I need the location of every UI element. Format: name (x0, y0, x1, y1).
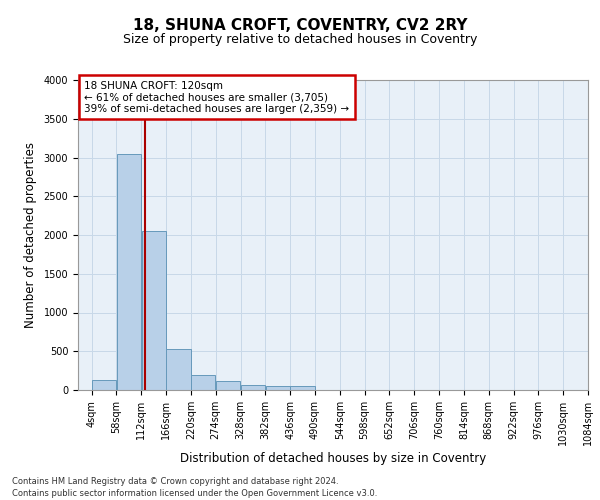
X-axis label: Distribution of detached houses by size in Coventry: Distribution of detached houses by size … (180, 452, 486, 465)
Text: Contains HM Land Registry data © Crown copyright and database right 2024.: Contains HM Land Registry data © Crown c… (12, 478, 338, 486)
Text: 18 SHUNA CROFT: 120sqm
← 61% of detached houses are smaller (3,705)
39% of semi-: 18 SHUNA CROFT: 120sqm ← 61% of detached… (84, 80, 349, 114)
Bar (166, 349, 191, 390)
Bar (117, 154, 141, 390)
Y-axis label: Number of detached properties: Number of detached properties (23, 142, 37, 328)
Bar (191, 374, 215, 390)
Bar (92, 380, 116, 390)
Bar (241, 386, 265, 390)
Text: 18, SHUNA CROFT, COVENTRY, CV2 2RY: 18, SHUNA CROFT, COVENTRY, CV2 2RY (133, 18, 467, 32)
Text: Contains public sector information licensed under the Open Government Licence v3: Contains public sector information licen… (12, 489, 377, 498)
Text: Size of property relative to detached houses in Coventry: Size of property relative to detached ho… (123, 32, 477, 46)
Bar (216, 380, 241, 390)
Bar (266, 386, 290, 390)
Bar (142, 231, 166, 390)
Bar (290, 386, 315, 390)
